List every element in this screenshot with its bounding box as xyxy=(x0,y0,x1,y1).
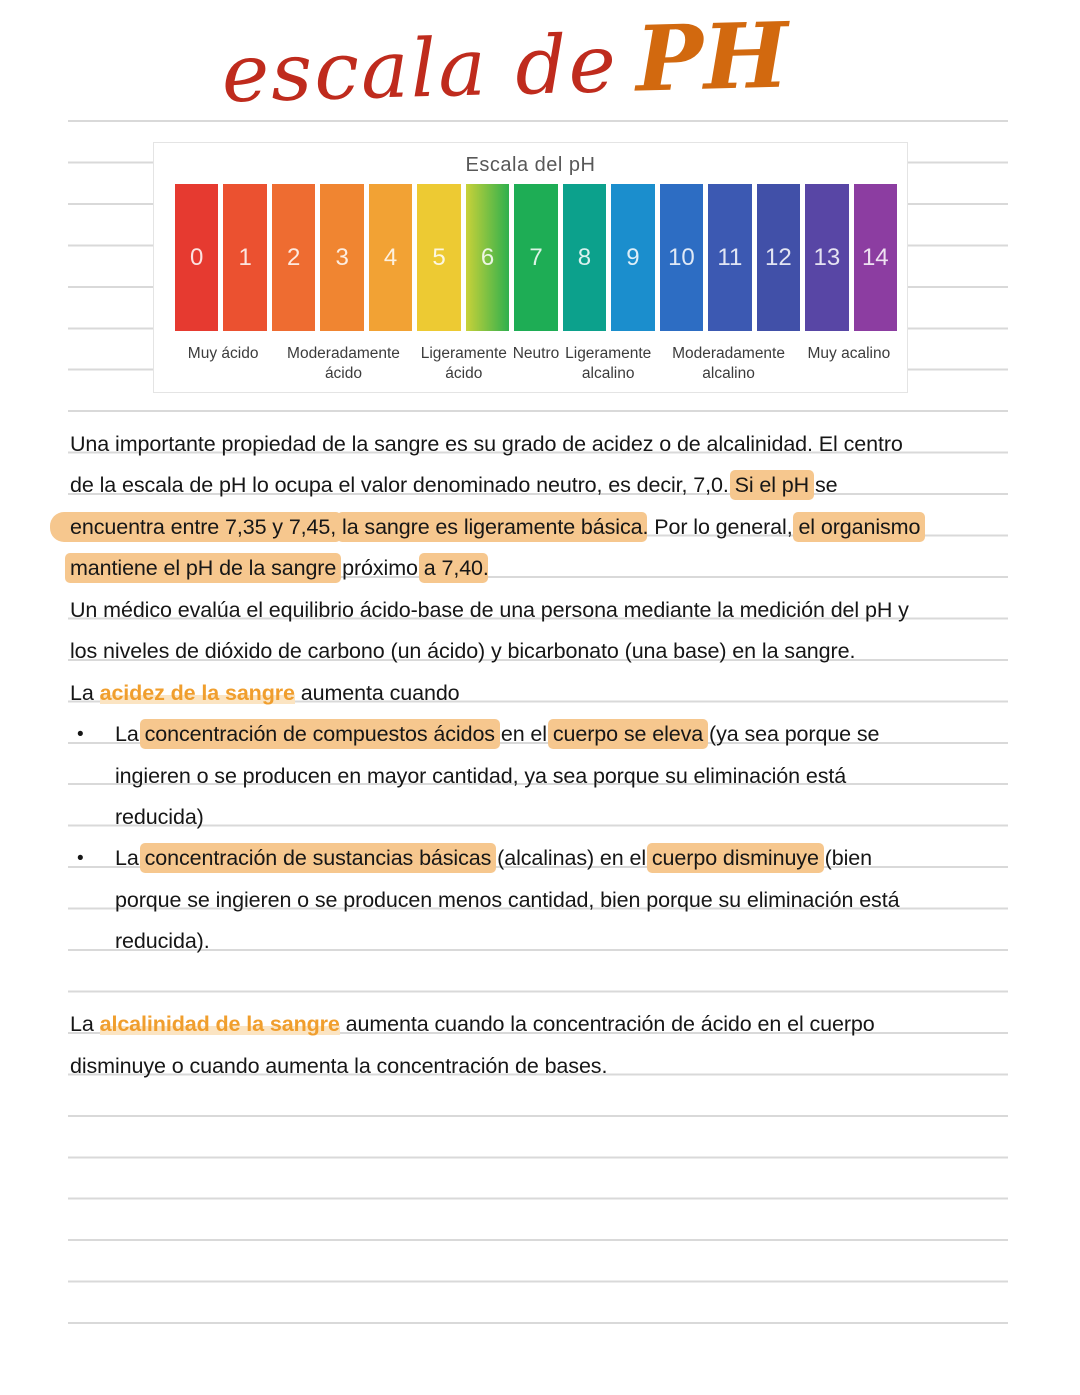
text-row: • La concentración de sustancias básicas … xyxy=(68,838,1013,879)
text-segment: próximo xyxy=(336,556,424,581)
ph-bar-11: 11 xyxy=(708,184,752,331)
ph-bar-0: 0 xyxy=(175,184,219,331)
ph-bar-number: 9 xyxy=(626,243,640,271)
text-segment: porque se ingieren o se producen menos c… xyxy=(115,887,900,912)
chart-title: Escala del pH xyxy=(465,154,596,176)
highlighted-text: concentración de compuestos ácidos xyxy=(139,719,500,750)
text-segment: Una importante propiedad de la sangre es… xyxy=(70,432,903,456)
ph-bar-2: 2 xyxy=(271,184,316,331)
text-segment: los niveles de dióxido de carbono (un ác… xyxy=(70,639,856,664)
text-row: Un médico evalúa el equilibrio ácido-bas… xyxy=(68,590,1013,631)
ph-bar-number: 7 xyxy=(529,243,543,271)
ph-bar-labels: Muy ácido Moderadamente ácido Ligeramente ác… xyxy=(175,344,897,384)
text-segment: reducida). xyxy=(115,929,210,954)
highlighted-text: el organismo xyxy=(793,511,926,542)
key-term: acidez de la sangre xyxy=(99,680,295,705)
ph-bar-number: 13 xyxy=(813,243,841,271)
empty-line xyxy=(68,963,1013,1004)
ph-bar-5: 5 xyxy=(417,184,461,331)
bullet-icon: • xyxy=(77,724,84,746)
ph-range-label: Muy acalino xyxy=(807,345,891,362)
ph-range-label: Muy ácido xyxy=(187,345,259,362)
text-row: • La concentración de compuestos ácidos e… xyxy=(68,714,1013,755)
text-row: los niveles de dióxido de carbono (un ác… xyxy=(68,631,1013,672)
text-row: La acidez de la sangre aumenta cuando xyxy=(68,673,1013,714)
ph-bar-12: 12 xyxy=(756,184,801,331)
ph-range-label: Ligeramente ácido xyxy=(420,345,507,382)
text-segment: reducida) xyxy=(115,804,204,829)
text-segment: (ya sea porque se xyxy=(703,722,880,747)
notes-text: Una importante propiedad de la sangre es… xyxy=(50,424,1013,1087)
ph-scale-figure: Escala del pH 0 1 2 3 4 5 6 7 8 9 10 11 12 13 14 Muy á… xyxy=(153,142,908,393)
ph-range-label: Moderadamente alcalino xyxy=(672,345,785,382)
text-segment: La xyxy=(70,680,100,705)
text-segment: . Por lo general, xyxy=(642,514,799,539)
highlighted-text: cuerpo se eleva xyxy=(547,719,709,750)
page-title: escala de PH xyxy=(0,0,1011,129)
ph-bar-number: 6 xyxy=(480,243,495,271)
text-segment: La xyxy=(115,846,145,871)
ph-bar-number: 10 xyxy=(668,243,695,271)
ph-bar-6: 6 xyxy=(465,184,510,331)
text-row: reducida). xyxy=(68,921,1013,962)
ph-bar-8: 8 xyxy=(562,184,607,331)
text-row: encuentra entre 7,35 y 7,45, la sangre e… xyxy=(50,507,1013,548)
ph-bar-number: 8 xyxy=(577,243,592,271)
bullet-icon: • xyxy=(77,848,84,870)
text-row: disminuye o cuando aumenta la concentrac… xyxy=(68,1046,1013,1087)
ph-bar-4: 4 xyxy=(368,184,413,331)
text-segment: aumenta cuando xyxy=(294,680,460,705)
text-segment: La xyxy=(115,722,145,747)
ph-range-label: Neutro xyxy=(512,345,560,362)
text-segment: aumenta cuando la concentración de ácido… xyxy=(339,1012,875,1037)
ph-bar-number: 3 xyxy=(335,243,349,271)
highlighted-text: mantiene el pH de la sangre xyxy=(65,553,342,584)
ph-bar-number: 1 xyxy=(238,243,252,271)
ph-range-label: Ligeramente alcalino xyxy=(565,345,652,382)
ph-bar-7: 7 xyxy=(514,184,558,331)
key-term: alcalinidad de la sangre xyxy=(99,1012,340,1037)
ph-bars: 0 1 2 3 4 5 6 7 8 9 10 11 12 13 14 xyxy=(175,184,898,331)
ph-bar-number: 14 xyxy=(861,243,889,271)
text-segment: (bien xyxy=(818,846,872,871)
text-segment: ingieren o se producen en mayor cantidad… xyxy=(115,763,847,788)
text-row: ingieren o se producen en mayor cantidad… xyxy=(68,756,1013,797)
highlighted-text: cuerpo disminuye xyxy=(646,843,824,874)
text-segment: Un médico evalúa el equilibrio ácido-bas… xyxy=(70,597,909,622)
highlighted-text: Si el pH xyxy=(729,470,815,501)
ph-bar-10: 10 xyxy=(659,184,704,331)
text-row: mantiene el pH de la sangre próximo a 7,… xyxy=(65,548,1013,589)
text-row: La alcalinidad de la sangre aumenta cuan… xyxy=(68,1004,1013,1045)
text-segment: disminuye o cuando aumenta la concentrac… xyxy=(70,1053,608,1078)
text-segment: (alcalinas) en el xyxy=(491,846,652,871)
ph-bar-number: 4 xyxy=(383,243,398,271)
text-segment: de la escala de pH lo ocupa el valor den… xyxy=(70,473,735,498)
ph-bar-3: 3 xyxy=(320,184,364,331)
ph-bar-number: 2 xyxy=(286,243,301,271)
highlighted-text: encuentra entre 7,35 y 7,45, xyxy=(50,511,342,542)
text-row: Una importante propiedad de la sangre es… xyxy=(68,424,1013,465)
ph-bar-9: 9 xyxy=(611,184,655,331)
highlighted-text: la sangre es ligeramente básica xyxy=(337,511,648,542)
title-accent-text: PH xyxy=(634,2,790,113)
text-row: porque se ingieren o se producen menos c… xyxy=(68,880,1013,921)
ph-bar-number: 5 xyxy=(432,243,446,271)
text-segment: La xyxy=(70,1012,100,1037)
title-script-text: escala de xyxy=(220,17,619,121)
highlighted-text: a 7,40 xyxy=(418,553,488,584)
text-row: de la escala de pH lo ocupa el valor den… xyxy=(68,465,1013,506)
ph-bar-number: 11 xyxy=(717,243,743,271)
ph-range-label: Moderadamente ácido xyxy=(287,345,400,382)
text-row: reducida) xyxy=(68,797,1013,838)
ph-bar-number: 0 xyxy=(190,243,204,271)
ph-bar-14: 14 xyxy=(853,184,898,331)
text-segment: en el xyxy=(494,722,553,747)
text-segment: se xyxy=(809,473,838,498)
ph-bar-13: 13 xyxy=(805,184,849,331)
text-segment: . xyxy=(482,556,489,581)
ph-bar-1: 1 xyxy=(223,184,267,331)
highlighted-text: concentración de sustancias básicas xyxy=(139,843,497,874)
ph-bar-number: 12 xyxy=(765,243,792,271)
